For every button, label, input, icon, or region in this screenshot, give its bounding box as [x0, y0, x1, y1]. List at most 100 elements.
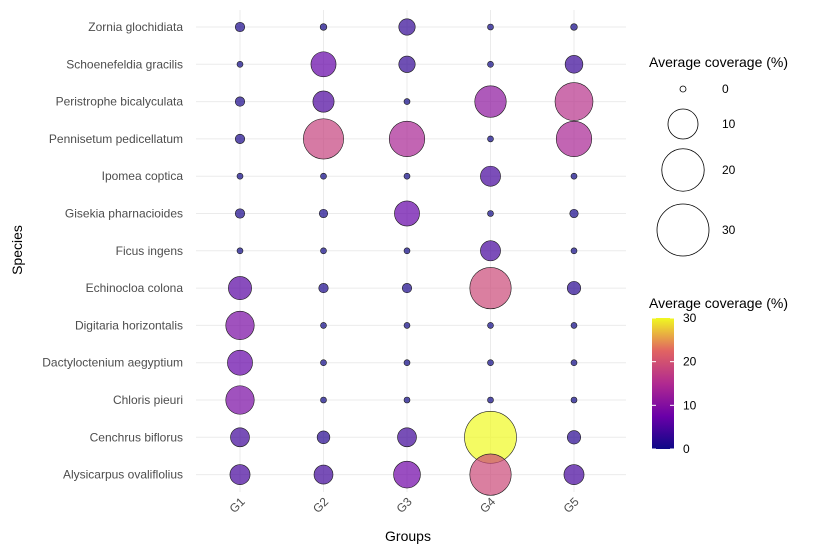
bubble-point: [398, 55, 416, 73]
colorbar-label: 30: [683, 311, 697, 325]
y-tick-label: Echinocloa colona: [86, 281, 184, 295]
bubble-point: [320, 247, 327, 255]
bubble-point: [564, 55, 584, 74]
bubble-point: [469, 453, 512, 496]
bubble-point: [234, 96, 246, 107]
bubble-point: [225, 310, 255, 340]
bubble-point: [474, 85, 507, 118]
size-legend-circle: [679, 85, 687, 93]
bubble-point: [234, 21, 246, 33]
bubble-point: [227, 349, 253, 376]
x-axis-title: Groups: [385, 528, 431, 544]
bubble-point: [403, 172, 411, 180]
bubble-point: [487, 359, 494, 367]
bubble-point: [393, 460, 421, 489]
bubble-point: [234, 133, 246, 144]
y-tick-label: Gisekia pharnacioides: [65, 207, 183, 221]
bubble-point: [403, 98, 411, 105]
bubble-point: [403, 322, 411, 329]
bubble-point: [469, 267, 512, 310]
bubble-point: [230, 427, 250, 448]
bubble-point: [487, 322, 494, 329]
bubble-point: [388, 120, 426, 157]
bubble-point: [554, 82, 594, 121]
bubble-point: [312, 90, 335, 113]
bubble-point: [320, 172, 327, 180]
y-tick-label: Schoenefeldia gracilis: [66, 57, 183, 71]
y-tick-label: Pennisetum pedicellatum: [49, 132, 183, 146]
size-legend-title: Average coverage (%): [649, 54, 788, 70]
bubble-point: [318, 208, 329, 219]
bubble-point: [570, 247, 578, 255]
x-tick-label: G4: [477, 494, 498, 515]
bubble-point: [555, 120, 593, 157]
size-legend-label: 0: [722, 82, 729, 96]
size-legend: Average coverage (%) 0 10 20 30: [649, 54, 788, 257]
bubble-point: [403, 396, 411, 404]
bubble-point: [303, 118, 344, 160]
x-tick-label: G3: [394, 494, 415, 515]
y-tick-label: Ficus ingens: [116, 244, 183, 258]
y-tick-label: Peristrophe bicalyculata: [56, 95, 184, 109]
bubble-point: [236, 172, 244, 180]
bubble-point: [570, 359, 578, 367]
y-tick-label: Cenchrus biflorus: [90, 430, 183, 444]
y-tick-label: Chloris pieuri: [113, 393, 183, 407]
bubble-point: [318, 283, 329, 294]
colorbar-label: 0: [683, 442, 690, 456]
size-legend-label: 30: [722, 223, 736, 237]
bubble-point: [236, 61, 244, 68]
bubble-point: [487, 61, 494, 68]
x-tick-labels: G1 G2 G3 G4 G5: [227, 494, 582, 515]
bubble-point: [570, 172, 578, 180]
bubble-point: [316, 430, 331, 444]
bubble-point: [225, 385, 255, 415]
bubble-point: [398, 18, 416, 36]
bubble-point: [487, 23, 494, 31]
bubble-point: [569, 208, 579, 219]
color-legend-title: Average coverage (%): [649, 295, 788, 311]
size-legend-circle: [667, 108, 699, 140]
bubbles: [225, 18, 594, 496]
bubble-point: [320, 359, 327, 367]
bubble-point: [229, 464, 251, 485]
bubble-point: [570, 396, 578, 404]
size-legend-label: 20: [722, 163, 736, 177]
colorbar-label: 20: [683, 355, 697, 369]
bubble-point: [236, 247, 244, 255]
size-legend-label: 10: [722, 117, 736, 131]
x-tick-label: G5: [561, 494, 582, 515]
bubble-point: [310, 51, 337, 78]
y-tick-label: Ipomea coptica: [102, 169, 184, 183]
bubble-point: [313, 464, 334, 485]
y-tick-label: Dactyloctenium aegyptium: [42, 356, 183, 370]
bubble-point: [480, 240, 501, 262]
bubble-point: [563, 464, 585, 485]
bubble-point: [403, 247, 411, 255]
x-tick-label: G1: [227, 494, 248, 515]
bubble-point: [228, 276, 252, 301]
bubble-point: [397, 427, 417, 448]
bubble-point: [401, 283, 413, 294]
bubble-point: [570, 322, 578, 329]
color-legend: Average coverage (%) 0 10 20 30: [649, 295, 788, 456]
size-legend-circle: [661, 148, 705, 192]
bubble-point: [234, 208, 246, 219]
y-tick-label: Zornia glochidiata: [88, 20, 183, 34]
bubble-point: [480, 165, 501, 187]
bubble-point: [319, 23, 328, 31]
bubble-point: [487, 135, 494, 143]
y-axis-title: Species: [9, 225, 25, 275]
bubble-point: [487, 396, 494, 404]
bubble-point: [403, 359, 411, 367]
y-tick-labels: Zornia glochidiata Schoenefeldia gracilis…: [42, 20, 183, 482]
x-tick-label: G2: [310, 494, 331, 515]
y-tick-label: Alysicarpus ovaliflolius: [63, 468, 183, 482]
bubble-point: [394, 200, 420, 227]
size-legend-circle: [656, 203, 710, 257]
bubble-point: [570, 23, 578, 31]
y-tick-label: Digitaria horizontalis: [75, 318, 183, 332]
grid-lines: [196, 10, 626, 492]
bubble-point: [320, 396, 327, 404]
